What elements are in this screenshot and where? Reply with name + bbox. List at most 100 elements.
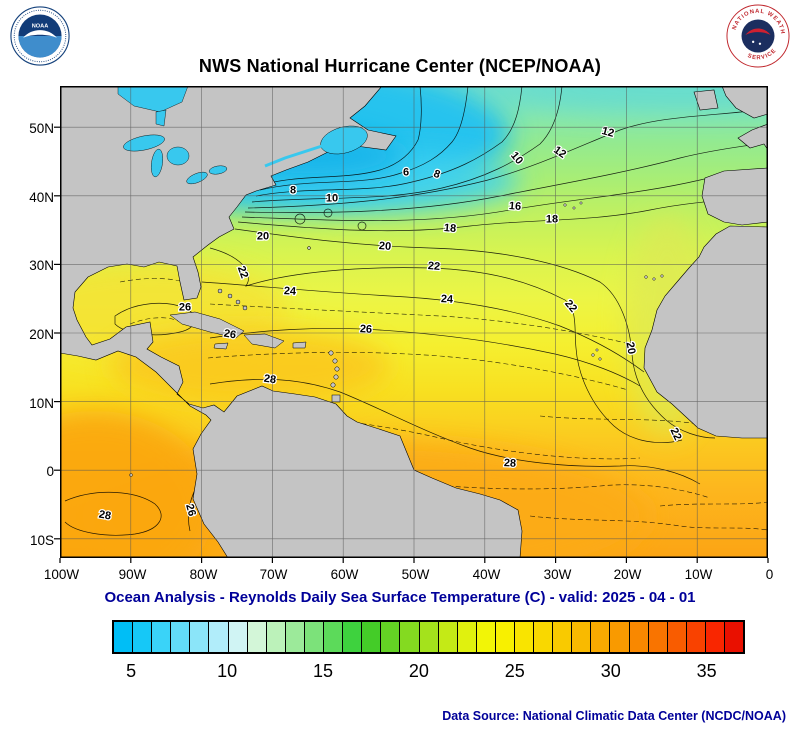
seagull-icon xyxy=(23,30,57,38)
colorbar-cell xyxy=(571,622,591,652)
contour-label: 18 xyxy=(546,214,558,226)
colorbar-cell xyxy=(151,622,171,652)
colorbar-cell xyxy=(685,622,705,652)
colorbar-cell xyxy=(418,622,438,652)
lon-tick-label: 0 xyxy=(765,567,774,582)
colorbar-cell xyxy=(284,622,304,652)
colorbar-cell xyxy=(475,622,495,652)
colorbar-cell xyxy=(724,622,744,652)
contour-label: 26 xyxy=(183,503,198,518)
colorbar-cell xyxy=(189,622,209,652)
landmass-europe xyxy=(693,86,768,226)
lat-tick-label: 30N xyxy=(29,257,54,273)
nws-logo: NATIONAL WEATHER SERVICE xyxy=(726,4,790,68)
lat-tick-label: 50N xyxy=(29,120,54,136)
sst-map: 6 8 8 10 10 12 12 16 18 18 20 20 20 22 22 22 22 24 24 26 26 2… xyxy=(54,86,769,566)
lon-tick-label: 100W xyxy=(43,567,80,582)
colorbar-cell xyxy=(552,622,572,652)
colorbar-cell xyxy=(380,622,400,652)
contour-label: 26 xyxy=(223,328,237,342)
colorbar-tick-label: 20 xyxy=(408,661,429,681)
colorbar-cell xyxy=(494,622,514,652)
contour-label: 24 xyxy=(284,285,298,298)
contour-label: 10 xyxy=(326,193,338,205)
colorbar-cell xyxy=(342,622,362,652)
colorbar-tick-label: 15 xyxy=(312,661,334,681)
colorbar-cell xyxy=(246,622,266,652)
noaa-logo: NOAA xyxy=(10,6,70,66)
lon-tick-label: 70W xyxy=(259,567,288,582)
colorbar-cell xyxy=(456,622,476,652)
noaa-logo-text: NOAA xyxy=(32,24,49,30)
colorbar-cell xyxy=(628,622,648,652)
lon-tick-label: 90W xyxy=(118,567,147,582)
contour-label: 22 xyxy=(427,260,440,273)
contour-label: 18 xyxy=(443,222,456,235)
contour-label: 26 xyxy=(360,323,373,336)
contour-label: 28 xyxy=(263,373,277,387)
contour-label: 28 xyxy=(504,457,517,470)
contour-label: 28 xyxy=(98,509,112,523)
colorbar-tick-label: 25 xyxy=(504,661,525,681)
contour-label: 20 xyxy=(378,240,391,253)
colorbar-cell xyxy=(513,622,534,652)
contour-label: 26 xyxy=(179,302,191,314)
contour-label: 8 xyxy=(290,185,296,197)
colorbar-cell xyxy=(609,622,629,652)
contour-label: 6 xyxy=(403,167,409,179)
colorbar-cell xyxy=(399,622,419,652)
colorbar-cell xyxy=(323,622,343,652)
axis-ticks xyxy=(54,126,769,563)
landmass-africa xyxy=(643,225,768,439)
lon-tick-label: 80W xyxy=(189,567,218,582)
lon-tick-label: 10W xyxy=(684,567,713,582)
colorbar-tick-label: 30 xyxy=(600,661,621,681)
colorbar-cell xyxy=(208,622,228,652)
map-border xyxy=(60,86,768,558)
temperature-colorbar xyxy=(112,620,745,654)
lon-tick-label: 30W xyxy=(543,567,572,582)
contour-label: 24 xyxy=(441,293,455,306)
lon-tick-label: 40W xyxy=(472,567,501,582)
great-lakes-and-bays xyxy=(117,86,368,185)
lon-tick-label: 60W xyxy=(330,567,359,582)
lat-tick-label: 10N xyxy=(29,395,54,411)
lat-tick-label: 10S xyxy=(29,532,54,548)
colorbar-cell xyxy=(361,622,381,652)
map-subtitle: Ocean Analysis - Reynolds Daily Sea Surf… xyxy=(104,589,696,606)
colorbar-cell xyxy=(647,622,667,652)
colorbar-cell xyxy=(227,622,247,652)
colorbar-cell xyxy=(590,622,610,652)
colorbar-cell xyxy=(132,622,152,652)
grid-lines xyxy=(60,86,768,558)
lon-tick-label: 20W xyxy=(613,567,642,582)
lat-tick-label: 20N xyxy=(29,326,54,342)
page-title: NWS National Hurricane Center (NCEP/NOAA… xyxy=(198,56,602,76)
nws-logo-graphic: NATIONAL WEATHER SERVICE xyxy=(726,4,790,68)
colorbar-tick-label: 35 xyxy=(696,661,717,681)
landmass-americas xyxy=(60,86,523,558)
caribbean-islands xyxy=(169,246,341,403)
contour-label: 20 xyxy=(257,231,269,243)
noaa-logo-graphic: NOAA xyxy=(10,6,70,66)
contour-label: 20 xyxy=(624,341,638,355)
lon-tick-label: 50W xyxy=(401,567,430,582)
data-source: Data Source: National Climatic Data Cent… xyxy=(442,709,786,723)
colorbar-cell xyxy=(533,622,553,652)
contour-label: 16 xyxy=(508,200,521,213)
colorbar-cell xyxy=(114,622,133,652)
lat-tick-label: 0 xyxy=(46,463,54,479)
contour-label: 22 xyxy=(235,264,250,280)
colorbar-cell xyxy=(303,622,324,652)
lat-tick-label: 40N xyxy=(29,189,54,205)
colorbar-cell xyxy=(666,622,686,652)
colorbar-tick-label: 10 xyxy=(217,661,238,681)
contour-label: 12 xyxy=(600,125,615,140)
colorbar-tick-label: 5 xyxy=(126,661,137,681)
nws-bird-icon xyxy=(745,28,771,36)
colorbar-cell xyxy=(265,622,285,652)
colorbar-cell xyxy=(170,622,190,652)
colorbar-cell xyxy=(437,622,457,652)
